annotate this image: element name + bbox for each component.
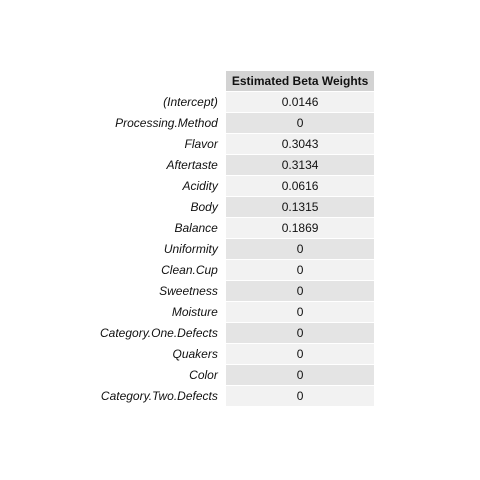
row-label: Flavor (184, 137, 218, 151)
table-row: Quakers 0 (100, 344, 375, 364)
beta-value-cell: 0 (225, 386, 375, 406)
row-label: Acidity (182, 179, 218, 193)
row-label: Moisture (171, 305, 218, 319)
row-label: Clean.Cup (161, 263, 218, 277)
table-header-row: Estimated Beta Weights (100, 71, 375, 91)
row-label: Color (189, 368, 218, 382)
beta-value-cell: 0 (225, 323, 375, 343)
table-row: Acidity 0.0616 (100, 176, 375, 196)
row-label: Uniformity (163, 242, 218, 256)
table-body: (Intercept) 0.0146 Processing.Method 0 Flavo… (100, 92, 375, 406)
row-label: Quakers (172, 347, 218, 361)
beta-value-cell: 0 (225, 281, 375, 301)
table-row: Processing.Method 0 (100, 113, 375, 133)
beta-value-cell: 0.1869 (225, 218, 375, 238)
table-row: Aftertaste 0.3134 (100, 155, 375, 175)
beta-value-cell: 0 (225, 302, 375, 322)
table-row: Category.Two.Defects 0 (100, 386, 375, 406)
beta-value-cell: 0.1315 (225, 197, 375, 217)
beta-weights-table: Estimated Beta Weights (Intercept) 0.0146… (100, 70, 375, 407)
row-label: Processing.Method (115, 116, 218, 130)
row-label: Category.Two.Defects (100, 389, 218, 403)
table-row: Balance 0.1869 (100, 218, 375, 238)
beta-value-cell: 0 (225, 113, 375, 133)
beta-value-cell: 0.3043 (225, 134, 375, 154)
beta-value-cell: 0 (225, 239, 375, 259)
header-corner-cell (100, 71, 226, 91)
table-row: (Intercept) 0.0146 (100, 92, 375, 112)
beta-value-cell: 0.3134 (225, 155, 375, 175)
beta-value-cell: 0.0146 (225, 92, 375, 112)
beta-value-cell: 0 (225, 344, 375, 364)
beta-value-cell: 0 (225, 260, 375, 280)
table-row: Clean.Cup 0 (100, 260, 375, 280)
row-label: Aftertaste (166, 158, 218, 172)
table-row: Category.One.Defects 0 (100, 323, 375, 343)
table-row: Moisture 0 (100, 302, 375, 322)
row-label: (Intercept) (163, 95, 218, 109)
row-label: Category.One.Defects (100, 326, 218, 340)
row-label: Sweetness (159, 284, 218, 298)
table-row: Flavor 0.3043 (100, 134, 375, 154)
beta-value-cell: 0.0616 (225, 176, 375, 196)
column-header-beta-weights: Estimated Beta Weights (225, 71, 375, 91)
table-row: Uniformity 0 (100, 239, 375, 259)
row-label: Body (190, 200, 218, 214)
beta-value-cell: 0 (225, 365, 375, 385)
row-label: Balance (174, 221, 218, 235)
table-row: Body 0.1315 (100, 197, 375, 217)
table-row: Color 0 (100, 365, 375, 385)
table-row: Sweetness 0 (100, 281, 375, 301)
